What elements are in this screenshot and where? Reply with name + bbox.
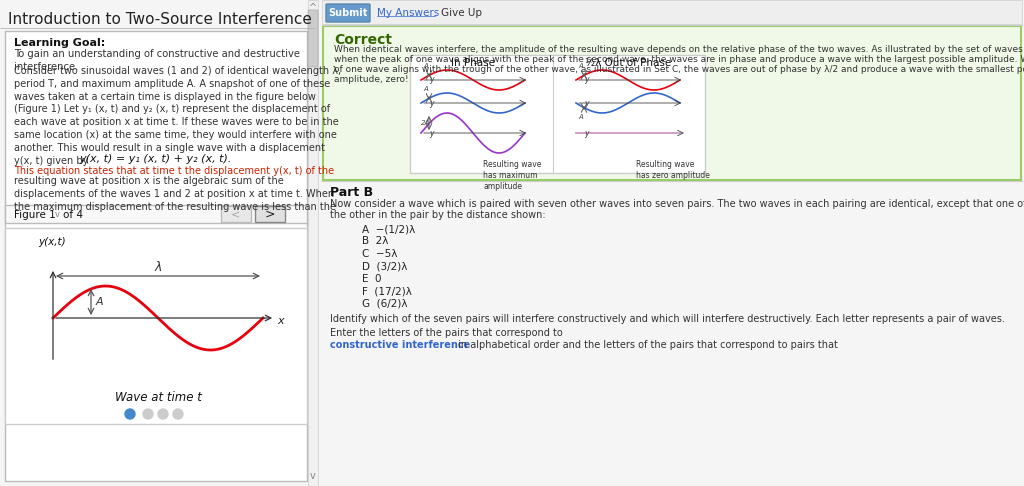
FancyBboxPatch shape xyxy=(308,10,318,67)
Text: constructive interference: constructive interference xyxy=(330,340,470,349)
Text: Part B: Part B xyxy=(330,186,373,199)
Text: y: y xyxy=(429,128,433,138)
FancyBboxPatch shape xyxy=(221,206,251,222)
Circle shape xyxy=(125,409,135,419)
Text: My Answers: My Answers xyxy=(377,8,439,18)
Text: Submit: Submit xyxy=(329,8,368,18)
Text: C  −5λ: C −5λ xyxy=(362,249,397,259)
Text: Correct: Correct xyxy=(334,33,392,47)
Text: Now consider a wave which is paired with seven other waves into seven pairs. The: Now consider a wave which is paired with… xyxy=(330,199,1024,209)
Text: y: y xyxy=(429,75,433,85)
FancyBboxPatch shape xyxy=(5,31,307,481)
Circle shape xyxy=(173,409,183,419)
Text: the other in the pair by the distance shown:: the other in the pair by the distance sh… xyxy=(330,210,546,220)
Text: y: y xyxy=(584,75,589,85)
Text: v: v xyxy=(55,210,60,219)
Text: This equation states that at time t the displacement y(x, t) of the: This equation states that at time t the … xyxy=(14,166,334,176)
Text: >: > xyxy=(265,208,275,221)
FancyBboxPatch shape xyxy=(5,205,307,223)
Text: In Phase: In Phase xyxy=(451,58,495,68)
Text: <: < xyxy=(231,209,241,219)
Text: Give Up: Give Up xyxy=(441,8,482,18)
Text: A: A xyxy=(423,63,428,69)
Text: y: y xyxy=(584,99,589,107)
Text: Resulting wave
has maximum
amplitude: Resulting wave has maximum amplitude xyxy=(483,160,542,191)
Text: A  −(1/2)λ: A −(1/2)λ xyxy=(362,224,416,234)
FancyBboxPatch shape xyxy=(410,55,705,173)
Text: y(x, t) = y₁ (x, t) + y₂ (x, t).: y(x, t) = y₁ (x, t) + y₂ (x, t). xyxy=(79,154,231,164)
Text: of one wave aligns with the trough of the other wave, as illustrated in Set C, t: of one wave aligns with the trough of th… xyxy=(334,65,1024,74)
Circle shape xyxy=(143,409,153,419)
Text: G  (6/2)λ: G (6/2)λ xyxy=(362,299,408,309)
FancyBboxPatch shape xyxy=(308,0,318,486)
Text: when the peak of one wave aligns with the peak of the second wave, the waves are: when the peak of one wave aligns with th… xyxy=(334,55,1024,64)
Text: $\lambda$: $\lambda$ xyxy=(154,260,163,274)
Text: amplitude, zero!: amplitude, zero! xyxy=(334,75,409,84)
FancyBboxPatch shape xyxy=(322,0,1022,24)
Text: ^: ^ xyxy=(309,3,317,13)
Text: resulting wave at position x is the algebraic sum of the
displacements of the wa: resulting wave at position x is the alge… xyxy=(14,176,336,211)
Text: Figure 1: Figure 1 xyxy=(14,210,55,220)
Text: When identical waves interfere, the amplitude of the resulting wave depends on t: When identical waves interfere, the ampl… xyxy=(334,45,1024,54)
Text: Resulting wave
has zero amplitude: Resulting wave has zero amplitude xyxy=(636,160,710,180)
FancyBboxPatch shape xyxy=(255,206,285,222)
Text: y(x,t): y(x,t) xyxy=(38,237,66,247)
Circle shape xyxy=(158,409,168,419)
Text: Wave at time t: Wave at time t xyxy=(115,391,202,404)
Text: x: x xyxy=(278,316,284,326)
Text: in alphabetical order and the letters of the pairs that correspond to pairs that: in alphabetical order and the letters of… xyxy=(455,340,838,349)
Text: A: A xyxy=(578,114,583,120)
Text: B  2λ: B 2λ xyxy=(362,237,388,246)
Text: Learning Goal:: Learning Goal: xyxy=(14,38,105,48)
Text: Enter the letters of the pairs that correspond to: Enter the letters of the pairs that corr… xyxy=(330,329,566,339)
Text: Consider two sinusoidal waves (1 and 2) of identical wavelength λ,
period T, and: Consider two sinusoidal waves (1 and 2) … xyxy=(14,66,341,166)
Text: 2A: 2A xyxy=(421,120,430,126)
Text: A: A xyxy=(96,297,103,307)
Text: D  (3/2)λ: D (3/2)λ xyxy=(362,261,408,272)
Text: y: y xyxy=(429,99,433,107)
Text: v: v xyxy=(310,471,315,481)
Text: Introduction to Two-Source Interference: Introduction to Two-Source Interference xyxy=(8,12,312,27)
Text: A: A xyxy=(423,86,428,92)
FancyBboxPatch shape xyxy=(5,228,307,424)
Text: ½λ Out of Phase: ½λ Out of Phase xyxy=(585,58,671,68)
Text: of 4: of 4 xyxy=(63,210,83,220)
Text: y: y xyxy=(584,128,589,138)
Text: To gain an understanding of constructive and destructive
interference.: To gain an understanding of constructive… xyxy=(14,49,300,72)
FancyBboxPatch shape xyxy=(323,26,1021,180)
Text: E  0: E 0 xyxy=(362,274,382,284)
Text: Identify which of the seven pairs will interfere constructively and which will i: Identify which of the seven pairs will i… xyxy=(330,314,1005,325)
Text: F  (17/2)λ: F (17/2)λ xyxy=(362,287,412,296)
Text: A: A xyxy=(578,63,583,69)
FancyBboxPatch shape xyxy=(326,4,370,22)
